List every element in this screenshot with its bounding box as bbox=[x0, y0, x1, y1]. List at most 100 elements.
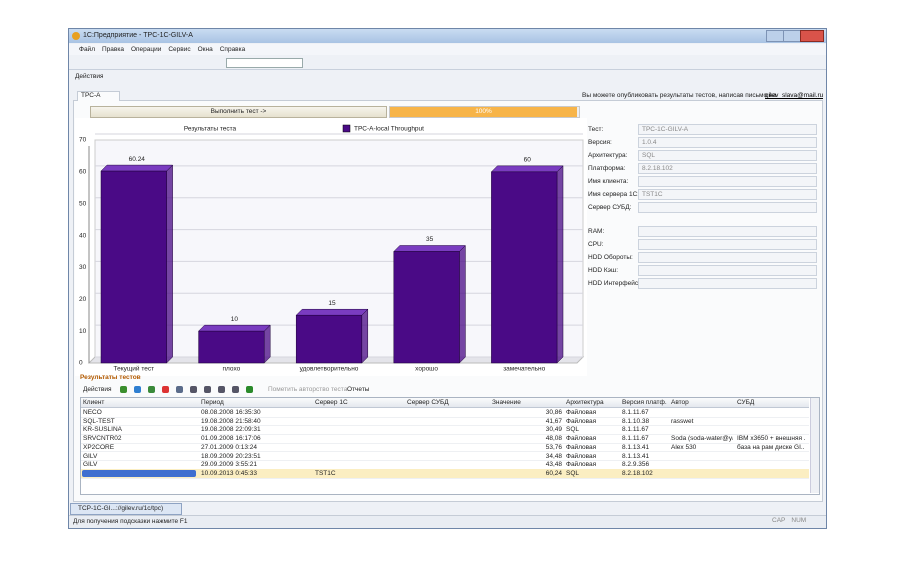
toolbar-icon[interactable] bbox=[218, 386, 225, 393]
bar-top bbox=[100, 164, 174, 172]
status-indicators: CAP NUM bbox=[772, 517, 806, 524]
minimize-button[interactable] bbox=[766, 30, 784, 42]
table-cell: Файловая bbox=[566, 461, 597, 469]
toolbar-icon[interactable] bbox=[232, 386, 239, 393]
table-cell: 19.08.2008 22:09:31 bbox=[201, 426, 261, 434]
field-label: Версия: bbox=[588, 139, 612, 146]
field-box bbox=[638, 252, 817, 263]
toolbar-item[interactable]: Действия bbox=[83, 386, 112, 393]
table-cell: GILV bbox=[83, 461, 98, 469]
table-cell: SQL bbox=[566, 426, 580, 434]
data-label: 60.24 bbox=[129, 156, 146, 163]
window-title: 1С:Предприятие - TPC-1C-GILV-A bbox=[83, 32, 193, 39]
toolbar-icon[interactable] bbox=[246, 386, 253, 393]
menu-item[interactable]: Правка bbox=[101, 46, 124, 53]
maximize-button[interactable] bbox=[783, 30, 801, 42]
table-cell: 29.09.2009 3:55:21 bbox=[201, 461, 258, 469]
toolbar-icon[interactable] bbox=[176, 386, 183, 393]
menu-item[interactable]: Справка bbox=[219, 46, 246, 53]
toolbar-icon[interactable] bbox=[120, 386, 127, 393]
table-cell: Файловая bbox=[566, 409, 597, 416]
field-label: HDD Интерфейс: bbox=[588, 280, 640, 287]
table-row[interactable] bbox=[81, 452, 809, 462]
table-cell: 30,49 bbox=[545, 426, 562, 434]
table-row[interactable] bbox=[81, 425, 809, 436]
close-button[interactable] bbox=[800, 30, 824, 42]
toolbar-icon[interactable] bbox=[162, 386, 169, 393]
column-header[interactable]: Сервер 1С bbox=[315, 399, 348, 406]
table-cell: 8.1.13.41 bbox=[622, 452, 650, 460]
toolbar-icon[interactable] bbox=[148, 386, 155, 393]
x-tick-label: Текущий тест bbox=[114, 365, 155, 373]
bar-side bbox=[361, 308, 369, 364]
table-cell: 18.09.2009 20:23:51 bbox=[201, 452, 261, 460]
bar-side bbox=[556, 165, 564, 364]
notice-text: Вы можете опубликовать результаты тестов… bbox=[582, 92, 777, 99]
menu-item[interactable]: Сервис bbox=[168, 46, 191, 53]
y-tick-label: 30 bbox=[79, 264, 87, 271]
table-cell: 8.1.11.67 bbox=[622, 435, 649, 443]
taskbar-label[interactable]: TCP-1C-GI...://gilev.ru/1c/tpc) bbox=[78, 505, 164, 512]
column-header[interactable]: Архитектура bbox=[566, 399, 604, 406]
table-header bbox=[81, 398, 809, 408]
table-row[interactable] bbox=[81, 443, 809, 453]
table-cell: Soda (soda-water@yan... bbox=[671, 435, 733, 443]
tab[interactable]: TPC-A bbox=[77, 91, 120, 101]
info-panel: Тест: TPC-1C-GILV-A Версия: 1.0.4 Архитектур… bbox=[586, 124, 818, 294]
selected-cell[interactable] bbox=[82, 469, 196, 477]
toolbar-icon[interactable] bbox=[134, 386, 141, 393]
y-tick-label: 0 bbox=[79, 360, 83, 367]
actions-menu[interactable]: Действия bbox=[75, 73, 104, 80]
menu-item[interactable]: Файл bbox=[79, 46, 95, 53]
toolbar-item[interactable]: Пометить авторство теста bbox=[268, 386, 348, 393]
chart-title: Результаты теста bbox=[184, 126, 237, 133]
menu-item[interactable]: Окна bbox=[197, 46, 213, 53]
column-header[interactable]: Автор bbox=[671, 399, 689, 406]
notice-email[interactable]: gilev_slava@mail.ru bbox=[765, 92, 824, 99]
bar-side bbox=[459, 244, 466, 364]
bar-side bbox=[263, 324, 271, 364]
x-tick-label: плохо bbox=[223, 366, 241, 373]
table-row[interactable] bbox=[81, 417, 809, 427]
column-header[interactable]: Значение bbox=[492, 399, 521, 406]
progress-fill bbox=[390, 107, 577, 117]
run-button[interactable]: Выполнить тест -> bbox=[90, 106, 387, 118]
toolbar-icon[interactable] bbox=[190, 386, 197, 393]
y-tick-label: 50 bbox=[79, 200, 87, 207]
y-tick-label: 70 bbox=[79, 137, 87, 144]
toolbar-item[interactable]: Отчеты bbox=[347, 386, 370, 393]
toolbar-search[interactable] bbox=[226, 58, 303, 68]
y-tick-label: 10 bbox=[79, 328, 87, 335]
table-cell: SQL bbox=[566, 469, 580, 477]
column-header[interactable]: Период bbox=[201, 399, 224, 406]
bar bbox=[198, 330, 265, 364]
progress-label: 100% bbox=[475, 108, 492, 115]
field-label: Сервер СУБД: bbox=[588, 204, 632, 211]
field-box bbox=[638, 226, 817, 237]
field-box bbox=[638, 239, 817, 250]
table-cell: KR-SUSLINA bbox=[83, 426, 123, 434]
bar-top bbox=[197, 324, 271, 332]
column-header[interactable]: Версия платф... bbox=[622, 399, 667, 406]
scrollbar[interactable] bbox=[810, 398, 819, 493]
table-cell: SQL-TEST bbox=[83, 417, 115, 425]
column-header[interactable]: Клиент bbox=[83, 399, 105, 406]
table-cell: 43,48 bbox=[545, 461, 562, 469]
column-header[interactable]: Сервер СУБД bbox=[407, 399, 449, 406]
bar bbox=[295, 314, 363, 364]
table-cell: GILV bbox=[83, 452, 98, 460]
menu-item[interactable]: Операции bbox=[130, 46, 162, 53]
table-cell: IBM x3650 + внешняя ... bbox=[737, 435, 805, 443]
table-row[interactable] bbox=[81, 468, 809, 479]
table-row[interactable] bbox=[81, 434, 809, 444]
table-row[interactable] bbox=[81, 408, 809, 418]
field-label: HDD Кэш: bbox=[588, 267, 619, 274]
field-value: 1.0.4 bbox=[642, 139, 657, 146]
column-header[interactable]: СУБД bbox=[737, 399, 755, 406]
taskbar-tab[interactable] bbox=[70, 503, 182, 515]
toolbar-icon[interactable] bbox=[204, 386, 211, 393]
legend-swatch bbox=[342, 124, 351, 133]
table-cell: 01.09.2008 16:17:06 bbox=[201, 435, 261, 443]
toolbar bbox=[69, 56, 826, 70]
bar-top bbox=[490, 165, 564, 173]
